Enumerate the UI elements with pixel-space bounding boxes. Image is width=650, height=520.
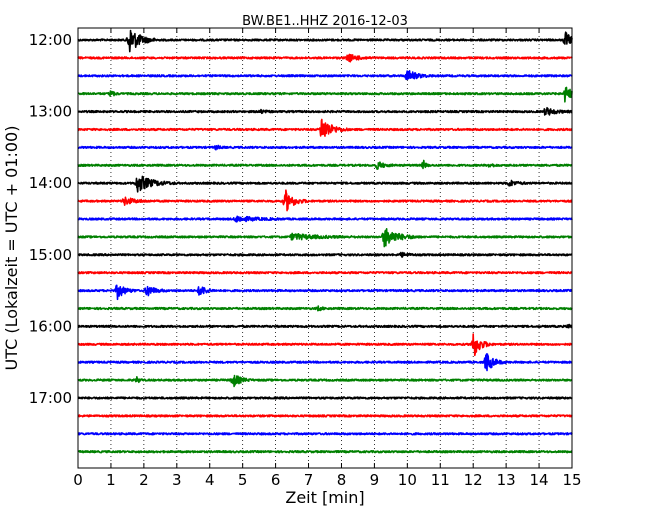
seismic-trace [77, 450, 573, 454]
x-tick-label: 1 [106, 471, 116, 489]
x-tick-label: 0 [73, 471, 83, 489]
plot-frame [77, 27, 573, 469]
y-tick-label: 14:00 [29, 174, 72, 192]
x-tick-label: 8 [337, 471, 347, 489]
seismic-trace [77, 271, 573, 275]
seismic-trace [77, 144, 573, 151]
seismic-trace [77, 215, 573, 223]
x-tick-label: 6 [271, 471, 281, 489]
y-tick-label: 16:00 [29, 317, 72, 335]
chart-title: BW.BE1..HHZ 2016-12-03 [242, 14, 408, 29]
seismic-trace [77, 333, 573, 357]
seismic-trace [77, 251, 573, 258]
trace-group [77, 29, 573, 454]
x-tick-label: 10 [398, 471, 417, 489]
seismic-trace [77, 70, 573, 81]
seismic-trace [77, 396, 573, 400]
x-tick-label: 11 [431, 471, 450, 489]
x-tick-label: 3 [172, 471, 182, 489]
y-tick-label: 15:00 [29, 246, 72, 264]
seismic-trace [77, 29, 573, 53]
seismic-trace [77, 432, 573, 436]
grid-lines [110, 28, 540, 468]
seismic-trace [77, 284, 573, 301]
seismic-trace [77, 53, 573, 63]
y-axis-label: UTC (Lokalzeit = UTC + 01:00) [2, 126, 21, 371]
x-axis: 0 1 2 3 4 5 6 7 8 9 10 11 12 13 14 15 [73, 28, 582, 489]
x-axis-label: Zeit [min] [285, 488, 364, 507]
seismic-trace [77, 175, 573, 193]
x-tick-label: 15 [562, 471, 581, 489]
x-tick-label: 4 [205, 471, 215, 489]
seismic-trace [77, 189, 573, 212]
seismic-trace [77, 228, 573, 248]
x-tick-label: 14 [530, 471, 549, 489]
x-tick-label: 2 [139, 471, 149, 489]
seismic-trace [77, 353, 573, 372]
y-axis: 12:00 13:00 14:00 15:00 16:00 17:00 [29, 31, 572, 407]
y-tick-label: 17:00 [29, 389, 72, 407]
seismic-trace [77, 86, 573, 103]
seismic-trace [77, 106, 573, 116]
x-tick-label: 12 [464, 471, 483, 489]
x-tick-label: 13 [497, 471, 516, 489]
seismic-trace [77, 323, 573, 329]
seismic-trace [77, 414, 573, 418]
y-tick-label: 13:00 [29, 103, 72, 121]
x-tick-label: 5 [238, 471, 248, 489]
y-tick-label: 12:00 [29, 31, 72, 49]
seismic-trace [77, 118, 573, 137]
seismic-trace [77, 159, 573, 171]
seismic-trace [77, 305, 573, 312]
x-tick-label: 9 [370, 471, 380, 489]
seismic-trace [77, 374, 573, 388]
x-tick-label: 7 [304, 471, 314, 489]
